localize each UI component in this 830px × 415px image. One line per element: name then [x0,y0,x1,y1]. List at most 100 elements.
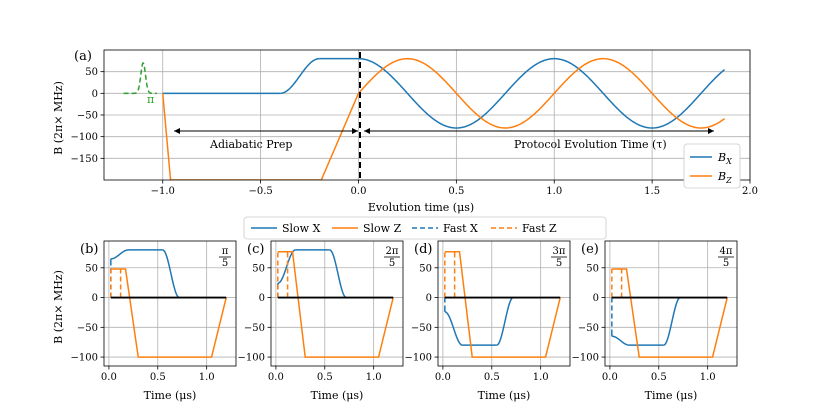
panel-e-fraction-den: 5 [723,258,729,269]
line-slow-x [162,249,180,299]
panel-b-xtick-label: 0.0 [101,372,117,383]
panel-c-ytick-label: 50 [252,263,265,274]
panel-d-fraction-num: 3π [553,246,566,257]
panel-b-ytick-label: −100 [71,353,98,364]
line-slow-z [277,250,394,358]
panel-d-frame [437,240,571,367]
protocol-evolution-arrowhead-left [364,128,370,134]
series-b-z [161,57,725,180]
panel-e-ytick-label: 50 [586,263,599,274]
panel-d-ytick-label: −50 [411,323,432,334]
line-b-x [358,57,726,129]
panel-c-ytick-label: 0 [259,293,265,304]
panel-b-fraction-den: 5 [222,258,228,269]
series-slow-x [444,296,514,346]
panel-a-ylabel: B (2π× MHz) [52,81,65,155]
series-fast-z [110,268,122,298]
panel-d-xtick-label: 1.0 [533,372,549,383]
panel-a-legend-box [683,143,741,189]
panel-a-xtick-label: 0.5 [448,186,464,197]
panel-e-fraction-num: 4π [720,246,733,257]
series-slow-z [444,250,561,358]
panel-d: (d) Time (μs) 0.0 0.5 1.0 50 0 −50 −100 3π 5 [405,240,571,402]
series-fast-z [611,268,623,298]
panel-a-ytick-label: −100 [71,132,98,143]
panel-b-xlabel: Time (μs) [144,389,197,402]
panel-a-xtick-label: 1.5 [644,186,660,197]
panel-b-frame [103,240,237,367]
panel-a-xtick-label: 1.0 [546,186,562,197]
panel-e-ytick-label: 0 [593,293,599,304]
panel-d-xlabel: Time (μs) [478,389,531,402]
panel-d-fraction-den: 5 [556,258,562,269]
panel-d-label: (d) [414,242,432,257]
series-slow-z [277,250,394,358]
panel-a-legend: BX B Z [683,143,741,189]
line-slow-z [110,268,227,358]
line-slow-x [110,249,129,260]
series-fast-z [277,251,289,298]
panel-a: (a) B (2π× MHz) Evolution time (μs) −1.0… [52,49,758,214]
legend-slow-x-label: Slow X [282,222,321,235]
panel-e-ytick-label: −100 [572,353,599,364]
shared-legend: Slow X Slow Z Fast X Fast Z [243,216,607,240]
line-b-z [357,57,725,129]
panel-a-ytick-label: 50 [85,67,98,78]
panel-c-plot: 0.0 0.5 1.0 50 0 −50 −100 [238,240,404,383]
adiabatic-prep-arrowhead-left [174,128,180,134]
panel-a-plot: −1.0 −0.5 0.0 0.5 1.0 1.5 2.0 50 0 −50 −100 −150 [71,49,758,197]
panel-b-xtick-label: 1.0 [199,372,215,383]
panel-e-xtick-label: 0.5 [651,372,667,383]
line-b-z [161,93,360,180]
legend-bz-sub: Z [725,176,732,185]
panel-b-xtick-label: 0.5 [150,372,166,383]
panel-c-xtick-label: 0.0 [268,372,284,383]
adiabatic-prep-arrowhead-right [352,128,358,134]
panel-c: (c) Time (μs) 0.0 0.5 1.0 50 0 −50 −100 2π 5 [238,240,404,402]
panel-e-xlabel: Time (μs) [645,389,698,402]
panel-a-xtick-label: 0.0 [351,186,367,197]
panel-e: (e) Time (μs) 0.0 0.5 1.0 50 0 −50 −100 4π 5 [572,240,738,402]
legend-bx-main: B [717,151,726,164]
series-fast-z [444,251,456,298]
panel-c-frame [270,240,404,367]
line-b-x [280,57,320,95]
panel-b-fraction-num: π [222,246,229,257]
panel-a-xtick-label: −1.0 [151,186,175,197]
series-slow-z [611,268,728,358]
line-slow-x [329,249,347,299]
panel-a-ytick-label: −50 [77,111,98,122]
panel-d-ytick-label: 50 [419,263,432,274]
panel-c-xlabel: Time (μs) [311,389,364,402]
panel-b: (b) B (2π× MHz) Time (μs) 0.0 0.5 1.0 50 0 −5… [52,240,237,402]
adiabatic-prep-text: Adiabatic Prep [209,138,292,151]
series-slow-z [110,268,227,358]
protocol-evolution-arrowhead-right [708,128,714,134]
panel-e-plot: 0.0 0.5 1.0 50 0 −50 −100 [572,240,738,383]
panel-d-ytick-label: −100 [405,353,432,364]
protocol-evolution-text: Protocol Evolution Time (τ) [514,138,667,151]
pi-pulse-label: π [147,93,154,106]
panel-e-ytick-label: −50 [578,323,599,334]
line-slow-z [611,268,728,358]
panel-c-ytick-label: −50 [244,323,265,334]
panel-e-label: (e) [581,242,599,257]
line-pi-pulse [123,61,157,95]
panel-c-label: (c) [247,242,264,257]
panel-b-ytick-label: −50 [77,323,98,334]
panel-c-xtick-label: 0.5 [317,372,333,383]
panel-c-ytick-label: −100 [238,353,265,364]
panel-b-ytick-label: 0 [92,293,98,304]
panel-d-xtick-label: 0.0 [435,372,451,383]
panel-e-xtick-label: 0.0 [602,372,618,383]
legend-bx-label: BX [717,151,732,166]
legend-bx-sub: X [725,157,732,166]
line-slow-x [611,335,630,346]
panel-e-xtick-label: 1.0 [700,372,716,383]
legend-fast-z-label: Fast Z [522,222,557,235]
series-b-x [162,57,726,129]
annotation-adiabatic-prep: Adiabatic Prep [174,128,358,151]
panel-c-fraction-num: 2π [386,246,399,257]
panel-a-xtick-label: −0.5 [248,186,272,197]
